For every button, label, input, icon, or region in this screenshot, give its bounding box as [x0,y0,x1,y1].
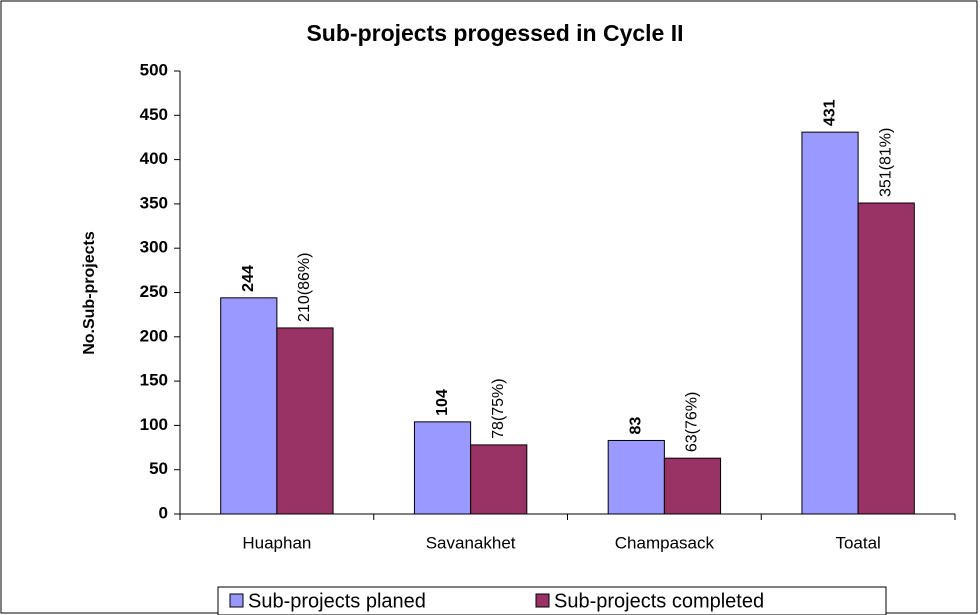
data-label: 63(76%) [684,392,701,452]
bar [607,439,665,515]
y-tick-label: 250 [140,282,168,301]
legend-swatch [229,593,244,608]
legend-label: Sub-projects planed [248,590,426,612]
data-label: 431 [821,99,838,126]
chart-title: Sub-projects progessed in Cycle II [306,20,683,46]
bar [663,457,722,515]
legend-box [217,586,887,615]
y-tick-label: 0 [159,503,168,522]
bar [470,444,528,515]
y-tick-label: 50 [149,459,168,478]
y-tick-label: 450 [140,105,168,124]
x-tick-label: Huaphan [242,533,311,552]
y-axis-label: No.Sub-projects [81,231,98,355]
bar [413,421,472,515]
x-tick-label: Savanakhet [426,533,516,552]
y-tick-label: 150 [140,371,168,390]
x-tick-label: Toatal [835,533,880,552]
y-tick-label: 100 [140,415,168,434]
data-label: 244 [240,265,257,292]
y-tick-label: 200 [140,326,168,345]
data-label: 78(75%) [490,378,507,438]
bar [857,202,915,515]
legend-label: Sub-projects completed [554,590,764,612]
data-label: 351(81%) [877,128,894,197]
data-label: 104 [434,389,451,416]
data-label: 83 [628,417,645,435]
x-tick-label: Champasack [615,533,715,552]
data-label: 210(86%) [296,253,313,322]
y-tick-label: 350 [140,193,168,212]
y-tick-label: 300 [140,238,168,257]
y-tick-label: 400 [140,149,168,168]
y-tick-label: 500 [140,60,168,79]
bar [276,327,334,515]
bar [220,297,278,515]
legend-swatch [535,593,550,608]
bar [801,131,859,515]
